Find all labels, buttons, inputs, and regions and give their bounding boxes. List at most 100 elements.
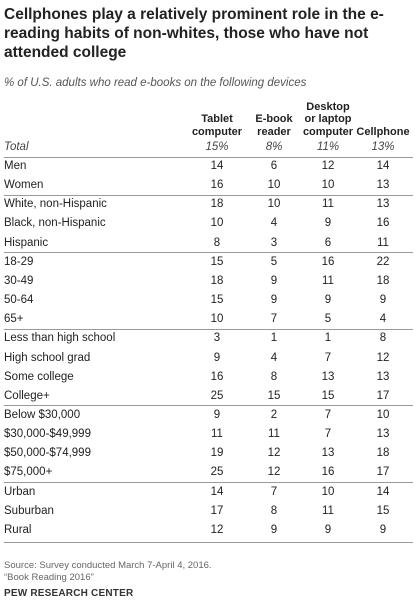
- cell-ebook: 11: [268, 428, 280, 441]
- column-header-line: reader: [257, 125, 291, 138]
- cell-desktop: 10: [321, 179, 335, 192]
- cell-tablet: 12: [210, 523, 224, 536]
- row-label: Men: [4, 160, 27, 172]
- table-row: 30-49 18 9 11 18: [0, 272, 415, 291]
- source-report-line: “Book Reading 2016”: [4, 572, 94, 583]
- cell-tablet: 18: [210, 198, 224, 211]
- cell-ebook: 3: [270, 236, 278, 249]
- row-label: 30-49: [4, 274, 34, 287]
- cell-desktop: 11: [322, 274, 334, 287]
- cell-cellphone: 15: [376, 504, 390, 517]
- cell-desktop: 9: [324, 523, 332, 536]
- cell-desktop: 15: [321, 389, 335, 402]
- column-header-line: computer: [191, 125, 243, 138]
- table-row: $50,000-$74,999 19 12 13 18: [0, 444, 415, 463]
- row-label: $50,000-$74,999: [4, 447, 91, 460]
- cell-tablet: 9: [213, 408, 221, 421]
- group-divider: [4, 405, 413, 407]
- cell-cellphone: 13: [376, 370, 390, 383]
- column-header-tablet: Tablet computer: [187, 100, 247, 138]
- source-line: Source: Survey conducted March 7-April 4…: [4, 560, 212, 571]
- cell-cellphone: 12: [376, 351, 390, 364]
- cell-desktop: 5: [324, 313, 332, 326]
- row-label: Women: [4, 179, 44, 192]
- cell-ebook: 10: [267, 179, 281, 192]
- row-label: 18-29: [4, 255, 34, 268]
- pew-logo-text: PEW RESEARCH CENTER: [4, 588, 134, 599]
- cell-desktop: 16: [321, 255, 335, 268]
- cell-tablet: 16: [210, 370, 224, 383]
- cell-cellphone: 9: [379, 523, 387, 536]
- cell-tablet: 10: [210, 217, 224, 230]
- cell-desktop: 7: [324, 408, 332, 421]
- cell-cellphone: 18: [376, 447, 390, 460]
- source-note: Source: Survey conducted March 7-April 4…: [4, 560, 212, 584]
- column-header-line: E-book: [255, 113, 293, 125]
- cell-cellphone: 14: [376, 485, 390, 498]
- table-row: White, non-Hispanic 18 10 11 13: [0, 195, 415, 214]
- cell-desktop: 7: [324, 351, 332, 364]
- table-row: Suburban 17 8 11 15: [0, 502, 415, 521]
- cell-desktop: 13: [321, 370, 335, 383]
- cell-cellphone: 10: [376, 408, 390, 421]
- cell-tablet: 14: [210, 485, 224, 498]
- group-divider: [4, 194, 413, 196]
- group-divider: [4, 156, 413, 158]
- cell-cellphone: 9: [379, 294, 387, 307]
- group-divider: [4, 252, 413, 254]
- table-row: Women 16 10 10 13: [0, 176, 415, 195]
- table-row: Men 14 6 12 14: [0, 157, 415, 176]
- cell-tablet: 14: [210, 160, 224, 172]
- cell-tablet: 18: [210, 274, 224, 287]
- cell-desktop: 7: [324, 428, 332, 441]
- cell-ebook: 4: [270, 217, 278, 230]
- table-row: 50-64 15 9 9 9: [0, 291, 415, 310]
- row-label: Suburban: [4, 504, 54, 517]
- row-label: White, non-Hispanic: [4, 198, 107, 211]
- cell-desktop: 10: [321, 485, 335, 498]
- row-label: Urban: [4, 485, 36, 498]
- row-label: Hispanic: [4, 236, 49, 249]
- table-row: Hispanic 8 3 6 11: [0, 234, 415, 253]
- cell-cellphone: 17: [376, 389, 390, 402]
- column-header-line: or laptop: [304, 113, 352, 125]
- table-bottom-divider: [4, 542, 413, 543]
- cell-ebook: 8: [270, 504, 278, 517]
- column-header-line: Cellphone: [356, 125, 410, 138]
- table-row: 65+ 10 7 5 4: [0, 310, 415, 329]
- column-header-line: Tablet: [201, 113, 233, 125]
- row-label: Below $30,000: [4, 408, 81, 421]
- table-row: $75,000+ 25 12 16 17: [0, 463, 415, 482]
- total-label: Total: [4, 141, 29, 153]
- total-value-cellphone: 13%: [371, 141, 395, 153]
- row-label: Less than high school: [4, 332, 116, 345]
- row-label: $30,000-$49,999: [4, 428, 91, 441]
- cell-cellphone: 13: [376, 179, 390, 192]
- cell-desktop: 16: [321, 466, 335, 479]
- cell-cellphone: 13: [376, 198, 390, 211]
- row-label: Rural: [4, 523, 32, 536]
- group-divider: [4, 482, 413, 484]
- cell-ebook: 12: [267, 447, 281, 460]
- cell-ebook: 15: [267, 389, 281, 402]
- table-row: 18-29 15 5 16 22: [0, 253, 415, 272]
- row-label: Black, non-Hispanic: [4, 217, 106, 230]
- cell-cellphone: 17: [376, 466, 390, 479]
- cell-ebook: 2: [270, 408, 278, 421]
- cell-tablet: 11: [211, 428, 223, 441]
- table-row: Black, non-Hispanic 10 4 9 16: [0, 214, 415, 233]
- cell-cellphone: 14: [376, 160, 390, 172]
- cell-tablet: 25: [210, 466, 224, 479]
- cell-ebook: 12: [267, 466, 281, 479]
- cell-cellphone: 22: [376, 255, 390, 268]
- cell-desktop: 6: [324, 236, 332, 249]
- total-value-ebook: 8%: [265, 141, 283, 153]
- cell-ebook: 7: [270, 313, 278, 326]
- column-header-cellphone: Cellphone: [353, 100, 413, 138]
- column-header-line: computer: [302, 125, 354, 138]
- cell-tablet: 8: [213, 236, 221, 249]
- chart-subtitle: % of U.S. adults who read e-books on the…: [4, 77, 307, 89]
- table-row: High school grad 9 4 7 12: [0, 349, 415, 368]
- total-value-tablet: 15%: [205, 141, 229, 153]
- table-row: Rural 12 9 9 9: [0, 521, 415, 540]
